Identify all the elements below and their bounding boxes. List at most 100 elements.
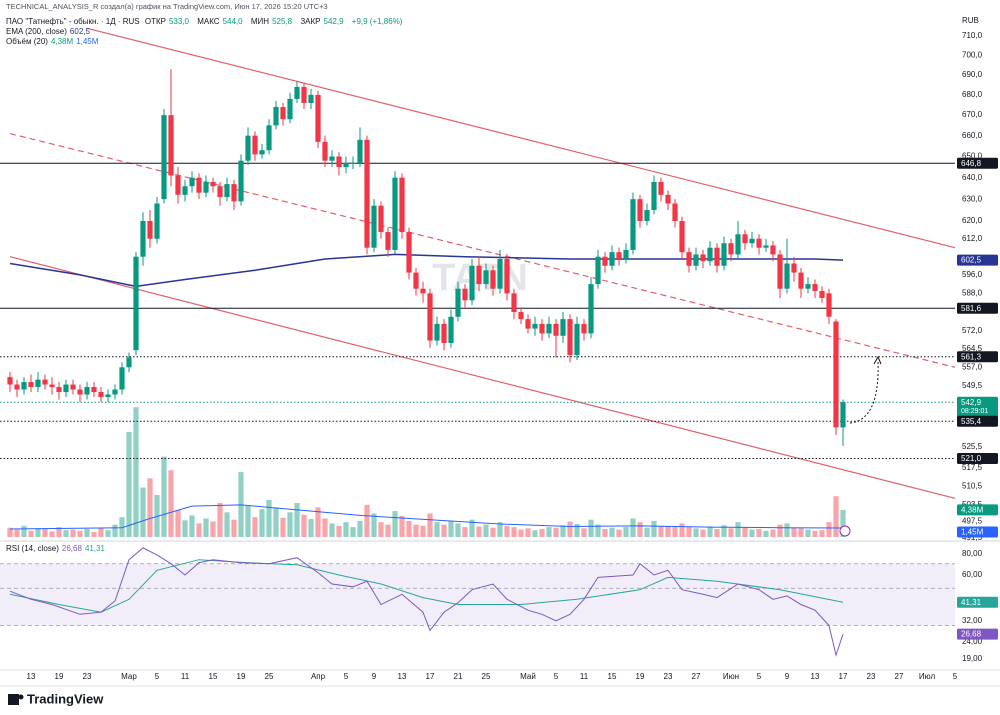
candle-body <box>196 177 202 193</box>
candle-body <box>658 181 664 195</box>
candle-body <box>630 199 636 250</box>
brand-name: TradingView <box>27 691 104 706</box>
candle-body <box>245 135 251 161</box>
level-label: 581,6 <box>961 304 982 313</box>
candle-body <box>742 234 748 244</box>
candle-body <box>595 256 601 285</box>
x-tick-label: 25 <box>265 672 274 681</box>
volume-bar <box>812 530 818 537</box>
rsi-name: RSI (14, close) <box>6 544 59 553</box>
y-tick-label: 680,0 <box>962 90 983 99</box>
volume-bar <box>840 509 846 537</box>
volume-bar <box>371 513 377 537</box>
candle-body <box>77 389 83 395</box>
x-tick-label: 5 <box>554 672 559 681</box>
volume-bar <box>672 527 678 537</box>
volume-bar <box>637 522 643 537</box>
volume-bar <box>42 528 48 537</box>
y-tick-label: 700,0 <box>962 50 983 59</box>
rsi-value: 26,68 <box>61 544 82 553</box>
candle-body <box>623 249 629 259</box>
candle-body <box>252 135 258 155</box>
volume-bar <box>623 527 629 537</box>
candle-body <box>119 367 125 390</box>
candle-body <box>826 293 832 317</box>
candle-body <box>182 186 188 195</box>
volume-bar <box>462 527 468 537</box>
symbol: ПАО "Татнефть" - обыкн. · 1Д · RUS <box>6 17 140 26</box>
volume-bar <box>665 526 671 537</box>
candle-body <box>133 256 139 351</box>
level-label: 561,3 <box>961 352 982 361</box>
ohlc-low: МИН 525,8 <box>251 17 295 26</box>
volume-bar <box>658 525 664 537</box>
candle-body <box>665 194 671 204</box>
volume-bar <box>252 517 258 537</box>
volume-bar <box>161 456 167 537</box>
candle-body <box>735 234 741 255</box>
candle-body <box>70 384 76 390</box>
volume-bar <box>476 526 482 537</box>
x-tick-label: 9 <box>372 672 377 681</box>
volume-bar <box>189 515 195 537</box>
candle-body <box>294 86 300 99</box>
volume-bar <box>329 523 335 537</box>
volume-bar <box>742 527 748 537</box>
volume-bar <box>112 524 118 537</box>
candle-body <box>504 258 510 294</box>
x-tick-label: 27 <box>895 672 904 681</box>
volume-bar <box>420 525 426 537</box>
candle-body <box>490 270 496 289</box>
volume-bar <box>399 515 405 537</box>
x-tick-label: 5 <box>757 672 762 681</box>
trendline <box>9 256 956 499</box>
candle-body <box>672 203 678 222</box>
candle-body <box>224 184 230 198</box>
volume-bar <box>798 528 804 537</box>
volume-bar <box>7 527 13 537</box>
candle-body <box>819 291 825 298</box>
candle-body <box>413 272 419 289</box>
candle-body <box>588 284 594 334</box>
candle-body <box>581 323 587 334</box>
volume-ma-label-box <box>957 526 998 538</box>
ohlc-close: ЗАКР 542,9 <box>300 17 346 26</box>
volume-bar <box>140 487 146 537</box>
candle-body <box>441 323 447 343</box>
level-label: 542,9 <box>961 398 982 407</box>
candle-body <box>791 263 797 273</box>
change: +9,9 (+1,86%) <box>351 17 403 26</box>
candle-body <box>273 107 279 126</box>
candle-body <box>651 181 657 211</box>
volume-bar <box>504 525 510 537</box>
volume-bar <box>490 527 496 537</box>
candle-body <box>154 203 160 239</box>
x-tick-label: 23 <box>83 672 92 681</box>
candle-body <box>812 284 818 292</box>
volume-bar <box>245 506 251 537</box>
volume-bar <box>343 522 349 537</box>
candle-body <box>483 270 489 285</box>
candle-body <box>301 86 307 103</box>
candle-body <box>280 107 286 120</box>
x-tick-label: 23 <box>867 672 876 681</box>
volume-bar <box>763 530 769 537</box>
level-label-box <box>957 157 998 169</box>
volume-bar <box>35 528 41 537</box>
volume-bar <box>700 529 706 537</box>
volume-bar <box>385 524 391 537</box>
candle-body <box>84 387 90 395</box>
candle-body <box>147 221 153 239</box>
candle-body <box>560 319 566 336</box>
legend-volume: Объём (20) 4,38M 1,45M <box>6 37 101 47</box>
candle-body <box>784 263 790 289</box>
rsi-label: 41,31 <box>961 598 982 607</box>
candle-body <box>567 319 573 356</box>
level-label: 535,4 <box>961 417 982 426</box>
candle-body <box>644 210 650 222</box>
candle-body <box>616 252 622 259</box>
y-tick-label: 19,00 <box>962 654 983 663</box>
volume-bar <box>315 507 321 537</box>
candle-body <box>126 357 132 368</box>
